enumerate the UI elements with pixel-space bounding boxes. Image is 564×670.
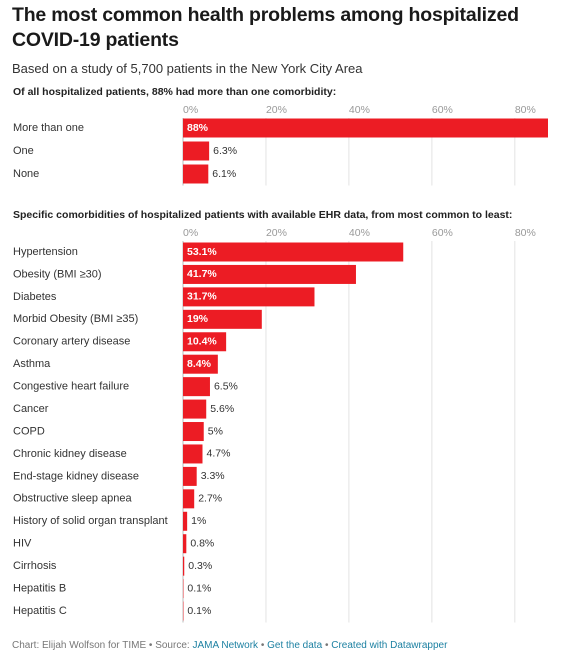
x-tick-label: 0% (183, 104, 198, 116)
x-tick-label: 40% (349, 227, 370, 239)
bar (183, 534, 187, 554)
value-label: 53.1% (187, 246, 217, 258)
category-label: Diabetes (13, 291, 57, 303)
category-label: None (13, 168, 39, 180)
x-tick-label: 40% (349, 104, 370, 116)
bar (183, 309, 262, 329)
value-label: 31.7% (187, 291, 217, 303)
category-label: More than one (13, 122, 84, 134)
bar (183, 556, 185, 576)
value-label: 3.3% (201, 470, 225, 482)
category-label: History of solid organ transplant (13, 515, 168, 527)
value-label: 0.3% (188, 560, 212, 572)
x-tick-label: 20% (266, 104, 287, 116)
value-label: 6.3% (213, 145, 237, 157)
category-label: Chronic kidney disease (13, 448, 127, 460)
category-label: Hypertension (13, 246, 78, 258)
value-label: 10.4% (187, 336, 217, 348)
get-data-link[interactable]: Get the data (267, 640, 323, 651)
category-label: Congestive heart failure (13, 381, 129, 393)
bar (183, 466, 197, 486)
x-tick-label: 60% (432, 227, 453, 239)
separator: • (260, 640, 265, 651)
x-tick-label: 20% (266, 227, 287, 239)
category-label: One (13, 145, 34, 157)
category-label: Morbid Obesity (BMI ≥35) (13, 313, 138, 325)
value-label: 5.6% (210, 403, 234, 415)
bar (183, 422, 204, 442)
value-label: 4.7% (206, 448, 230, 460)
category-label: HIV (13, 538, 32, 550)
datawrapper-link[interactable]: Created with Datawrapper (331, 640, 448, 651)
bar (183, 164, 209, 184)
category-label: Hepatitis B (13, 583, 66, 595)
bar (183, 141, 210, 161)
value-label: 41.7% (187, 268, 217, 280)
x-tick-label: 80% (515, 104, 536, 116)
bar (183, 511, 188, 531)
chart-title: The most common health problems among ho… (12, 4, 519, 51)
bar (183, 242, 404, 262)
bar (183, 264, 356, 284)
category-label: Asthma (13, 358, 51, 370)
value-label: 8.4% (187, 358, 212, 370)
credit: Chart: Elijah Wolfson for TIME (12, 640, 147, 651)
category-label: Hepatitis C (13, 605, 67, 617)
value-label: 0.1% (187, 582, 211, 594)
value-label: 5% (208, 425, 223, 437)
section-title: Specific comorbidities of hospitalized p… (13, 209, 512, 221)
category-label: Coronary artery disease (13, 336, 130, 348)
bar (183, 287, 315, 307)
section-title: Of all hospitalized patients, 88% had mo… (13, 86, 336, 98)
category-label: Obesity (BMI ≥30) (13, 268, 102, 280)
category-label: COPD (13, 425, 45, 437)
source-link[interactable]: JAMA Network (192, 640, 259, 651)
value-label: 6.5% (214, 380, 238, 392)
value-label: 1% (191, 515, 206, 527)
bar (183, 332, 227, 352)
value-label: 6.1% (212, 168, 236, 180)
value-label: 0.1% (187, 605, 211, 617)
value-label: 88% (187, 122, 209, 134)
source-label: Source: (155, 640, 190, 651)
category-label: Cirrhosis (13, 560, 57, 572)
bar (183, 489, 195, 509)
category-label: Cancer (13, 403, 49, 415)
value-label: 2.7% (198, 493, 222, 505)
x-tick-label: 0% (183, 227, 198, 239)
value-label: 0.8% (190, 538, 214, 550)
header: The most common health problems among ho… (12, 3, 560, 76)
bar (183, 118, 548, 138)
bar (183, 444, 203, 464)
footer: Chart: Elijah Wolfson for TIME • Source:… (12, 640, 447, 651)
bar (183, 377, 210, 397)
value-label: 19% (187, 313, 209, 325)
x-tick-label: 80% (515, 227, 536, 239)
separator: • (324, 640, 329, 651)
chart-subtitle: Based on a study of 5,700 patients in th… (12, 61, 363, 76)
separator: • (148, 640, 153, 651)
bar (183, 354, 218, 374)
x-tick-label: 60% (432, 104, 453, 116)
category-label: End-stage kidney disease (13, 470, 139, 482)
category-label: Obstructive sleep apnea (13, 493, 133, 505)
bar (183, 399, 207, 419)
